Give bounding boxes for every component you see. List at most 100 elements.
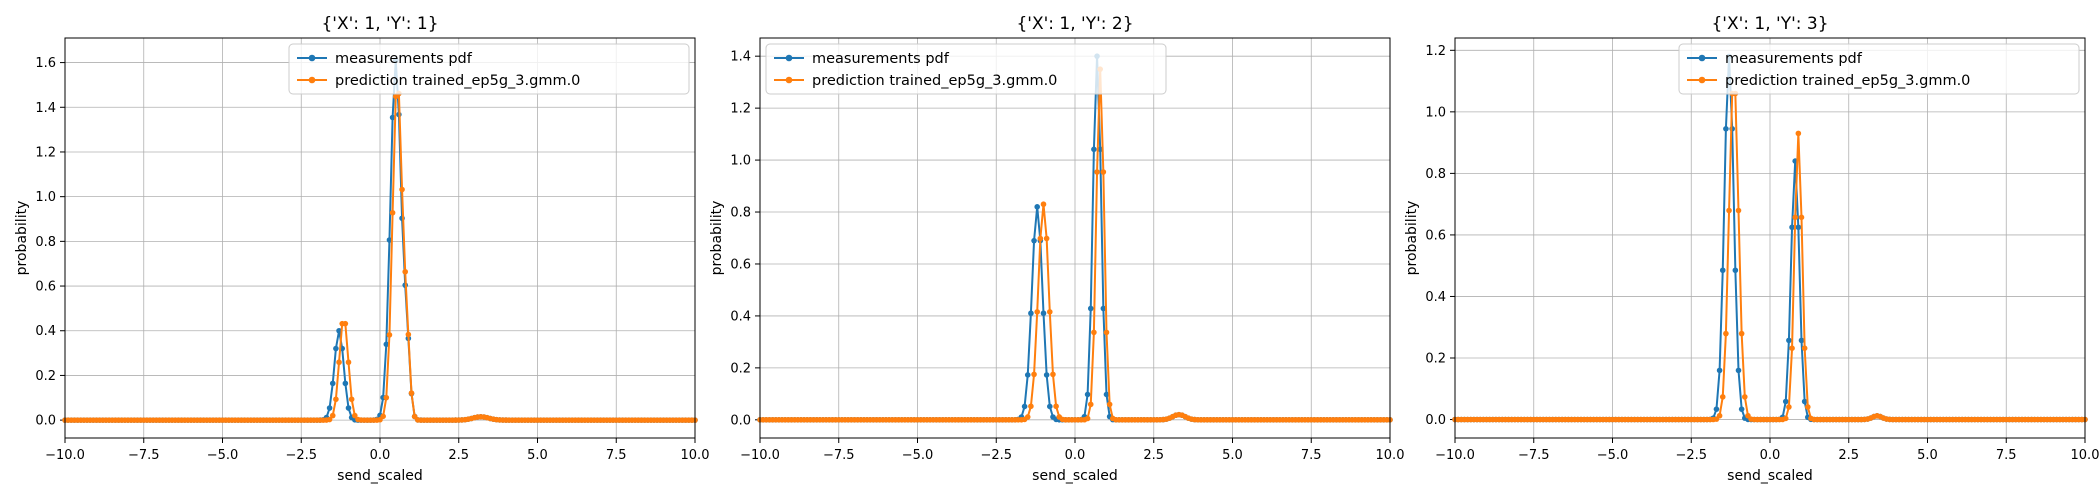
ticks: −10.0 −7.5 −5.0 −2.5 0.0 2.5 5.0 7.5 10.0 0.0 0.2 0… — [1425, 44, 2099, 463]
data-point — [1795, 224, 1802, 231]
legend: measurements pdf prediction trained_ep5g… — [1678, 43, 2080, 95]
data-point — [1795, 130, 1802, 137]
data-point — [1040, 201, 1047, 208]
legend-frame — [765, 43, 1167, 95]
y-axis-label: probability — [1404, 201, 1420, 276]
data-point — [326, 416, 333, 423]
y-tick-label: 1.0 — [730, 154, 751, 169]
data-point — [1021, 403, 1028, 410]
legend-label: prediction trained_ep5g_3.gmm.0 — [812, 73, 1057, 89]
legend-label: measurements pdf — [1725, 51, 1863, 67]
data-point — [1028, 310, 1034, 317]
ticks: −10.0 −7.5 −5.0 −2.5 0.0 2.5 5.0 7.5 10.0 0.0 0.2 0… — [35, 56, 709, 463]
y-tick-label: 0.6 — [35, 280, 56, 295]
data-point — [1735, 207, 1742, 214]
y-tick-label: 0.0 — [1425, 413, 1446, 428]
data-point — [1798, 214, 1805, 221]
data-point — [1103, 329, 1110, 336]
data-point — [329, 380, 336, 387]
data-point — [1024, 372, 1031, 378]
y-tick-label: 0.2 — [35, 369, 56, 384]
data-point — [333, 396, 339, 403]
chart-title: {'X': 1, 'Y': 1} — [321, 14, 438, 34]
x-tick-label: 10.0 — [2071, 448, 2100, 463]
x-tick-label: −10.0 — [740, 448, 780, 463]
data-point — [1719, 267, 1726, 274]
y-tick-label: 0.0 — [35, 414, 56, 429]
data-point — [1024, 414, 1031, 420]
x-tick-label: 5.0 — [1917, 448, 1938, 463]
data-point — [1805, 404, 1811, 410]
data-point — [1732, 267, 1739, 274]
data-point — [408, 390, 415, 396]
data-point — [1053, 403, 1059, 410]
x-tick-label: −7.5 — [128, 448, 160, 463]
chart-panel-2: {'X': 1, 'Y': 2} send_scaled probability… — [709, 14, 1404, 484]
data-point — [1782, 415, 1789, 422]
x-tick-label: 0.0 — [1760, 448, 1781, 463]
y-tick-label: 0.8 — [35, 235, 56, 250]
x-tick-label: 7.5 — [1996, 448, 2017, 463]
legend-entry-measurements: measurements pdf — [297, 51, 473, 67]
data-point — [345, 359, 352, 366]
data-point — [1100, 169, 1107, 175]
x-tick-label: −5.0 — [1597, 448, 1629, 463]
x-tick-label: −5.0 — [207, 448, 239, 463]
legend-label: prediction trained_ep5g_3.gmm.0 — [335, 73, 580, 89]
data-point — [1037, 235, 1044, 242]
data-point — [1801, 398, 1808, 405]
x-tick-label: −10.0 — [1435, 448, 1475, 463]
legend-entry-prediction: prediction trained_ep5g_3.gmm.0 — [774, 73, 1057, 89]
data-point — [1716, 367, 1723, 374]
series-prediction — [62, 90, 698, 423]
data-point — [405, 331, 412, 338]
data-point — [1091, 329, 1097, 336]
data-point — [1050, 371, 1056, 378]
data-point — [1047, 403, 1053, 410]
data-point — [1786, 337, 1792, 344]
data-point — [1028, 403, 1034, 410]
legend-entry-measurements: measurements pdf — [1687, 51, 1863, 67]
data-point — [1031, 237, 1037, 244]
x-tick-label: −2.5 — [285, 448, 317, 463]
data-point — [1034, 204, 1040, 210]
x-tick-label: −10.0 — [45, 448, 85, 463]
legend-label: measurements pdf — [812, 51, 950, 67]
legend-marker — [785, 76, 793, 84]
data-point — [1094, 169, 1100, 175]
y-tick-label: 0.6 — [1425, 228, 1446, 243]
legend-label: measurements pdf — [335, 51, 473, 67]
data-point — [1084, 391, 1091, 398]
series-prediction — [1452, 90, 2088, 423]
data-point — [342, 380, 349, 387]
data-point — [1801, 345, 1808, 351]
y-tick-label: 1.2 — [35, 145, 56, 160]
legend-marker — [785, 54, 793, 62]
data-point — [386, 332, 393, 338]
x-tick-label: −2.5 — [1675, 448, 1707, 463]
legend: measurements pdf prediction trained_ep5g… — [765, 43, 1167, 95]
data-point — [399, 186, 405, 193]
x-tick-label: 2.5 — [448, 448, 469, 463]
data-point — [329, 412, 336, 419]
data-point — [1047, 309, 1053, 315]
data-point — [1103, 391, 1110, 398]
plot-frame — [1454, 37, 2086, 439]
data-point — [1040, 310, 1047, 317]
legend: measurements pdf prediction trained_ep5g… — [288, 43, 690, 95]
data-point — [342, 320, 349, 327]
data-point — [352, 412, 358, 419]
data-point — [1723, 330, 1729, 337]
y-tick-label: 0.2 — [1425, 352, 1446, 367]
data-point — [389, 209, 396, 216]
data-point — [1723, 126, 1729, 132]
y-tick-label: 0.6 — [730, 257, 751, 272]
x-tick-label: −2.5 — [980, 448, 1012, 463]
y-tick-label: 0.4 — [35, 324, 56, 339]
y-tick-label: 0.4 — [730, 309, 751, 324]
data-point — [402, 268, 409, 275]
y-tick-label: 1.2 — [1425, 44, 1446, 59]
plot-frame — [759, 37, 1391, 439]
legend-frame — [288, 43, 690, 95]
